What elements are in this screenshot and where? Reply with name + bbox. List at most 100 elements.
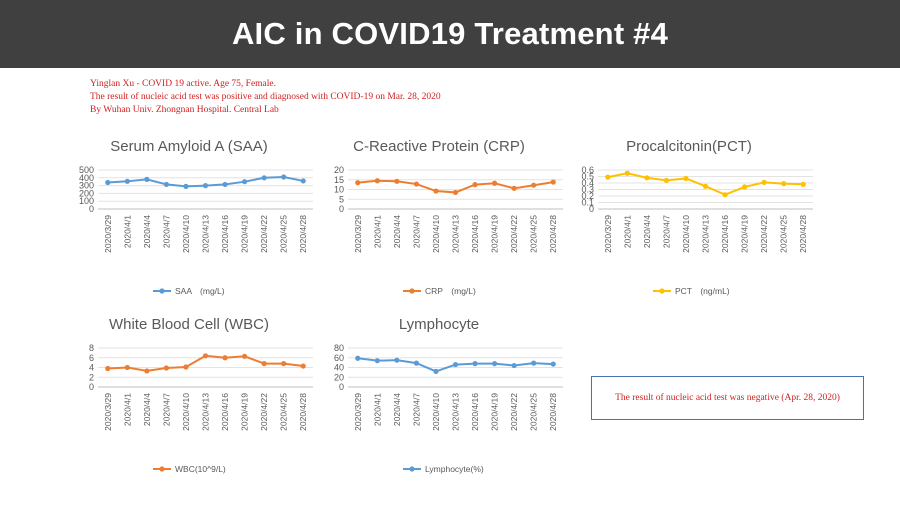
data-point (452, 189, 459, 196)
y-tick-label: 4 (89, 363, 94, 373)
x-tick-label: 2020/4/22 (509, 215, 519, 253)
data-point (511, 185, 517, 191)
x-tick-label: 2020/4/16 (720, 215, 730, 253)
patient-info-line-2: The result of nucleic acid test was posi… (90, 92, 441, 102)
x-tick-label: 2020/4/16 (470, 393, 480, 431)
x-tick-label: 2020/4/1 (622, 215, 632, 248)
x-tick-label: 2020/4/22 (259, 215, 269, 253)
y-tick-label: 15 (334, 175, 344, 185)
y-tick-label: 20 (334, 372, 344, 382)
patient-info: Yinglan Xu - COVID 19 active. Age 75, Fe… (90, 78, 441, 117)
chart-crp: C-Reactive Protein (CRP) 0 5 10 15 20 2020/3/2… (318, 132, 568, 304)
data-point (433, 368, 439, 374)
data-point (222, 181, 228, 188)
y-tick-label: 200 (79, 188, 94, 198)
y-tick-label: 0.4 (581, 178, 594, 188)
x-tick-label: 2020/4/4 (642, 215, 652, 248)
chart-wbc: White Blood Cell (WBC) 0 2 4 6 8 2020/3/29 2020… (68, 310, 318, 482)
legend-label: Lymphocyte(%) (425, 464, 484, 474)
data-point (261, 175, 267, 181)
x-tick-label: 2020/4/7 (411, 393, 421, 426)
x-tick-label: 2020/4/4 (142, 393, 152, 426)
x-tick-label: 2020/4/28 (798, 215, 808, 253)
x-tick-label: 2020/4/28 (298, 393, 308, 431)
legend-marker (409, 466, 415, 472)
data-point (491, 361, 498, 367)
data-point (124, 178, 130, 184)
patient-info-line-3: By Wuhan Univ. Zhongnan Hospital. Centra… (90, 105, 279, 115)
y-tick-label: 60 (334, 353, 344, 363)
x-tick-label: 2020/4/25 (279, 215, 289, 253)
x-tick-label: 2020/4/19 (240, 215, 250, 253)
x-tick-label: 2020/4/10 (431, 393, 441, 431)
data-point (663, 177, 670, 183)
page-title: AIC in COVID19 Treatment #4 (231, 16, 669, 51)
y-tick-label: 10 (334, 185, 344, 195)
x-tick-label: 2020/4/22 (259, 393, 269, 431)
y-tick-label: 0 (339, 204, 344, 214)
data-point (105, 179, 111, 186)
legend-marker (159, 288, 165, 294)
x-tick-label: 2020/4/4 (142, 215, 152, 248)
x-tick-label: 2020/4/25 (529, 393, 539, 431)
y-tick-label: 40 (334, 363, 344, 373)
data-point (394, 178, 400, 184)
y-tick-label: 0 (89, 204, 94, 214)
data-point (605, 174, 611, 180)
y-tick-label: 80 (334, 343, 344, 353)
x-tick-label: 2020/4/28 (548, 215, 558, 253)
x-tick-label: 2020/3/29 (353, 393, 363, 431)
data-point (374, 178, 380, 184)
data-point (183, 364, 189, 370)
x-tick-label: 2020/4/13 (201, 215, 211, 253)
legend-label: SAA (mg/L) (175, 286, 225, 296)
x-tick-label: 2020/4/1 (122, 393, 132, 426)
x-tick-label: 2020/4/7 (161, 215, 171, 248)
data-point (624, 170, 630, 176)
legend-label: CRP (mg/L) (425, 286, 476, 296)
data-point (433, 188, 439, 194)
title-bar: AIC in COVID19 Treatment #4 (0, 0, 900, 68)
x-tick-label: 2020/4/13 (451, 393, 461, 431)
x-tick-label: 2020/4/25 (529, 215, 539, 253)
y-tick-label: 0.6 (581, 165, 594, 175)
x-tick-label: 2020/4/1 (372, 215, 382, 248)
data-point (550, 361, 556, 367)
data-point (300, 178, 306, 184)
legend-marker (659, 288, 665, 294)
y-tick-label: 0 (89, 382, 94, 392)
x-tick-label: 2020/3/29 (603, 215, 613, 253)
x-tick-label: 2020/4/7 (411, 215, 421, 248)
data-point (124, 364, 130, 371)
x-tick-label: 2020/4/4 (392, 393, 402, 426)
data-point (355, 355, 361, 361)
data-point (781, 181, 787, 187)
data-point (281, 361, 287, 367)
result-text: The result of nucleic acid test was nega… (615, 393, 840, 403)
y-tick-label: 0.3 (581, 185, 594, 195)
data-point (202, 183, 209, 189)
data-point (644, 175, 650, 181)
data-point (702, 183, 709, 189)
x-tick-label: 2020/4/19 (740, 215, 750, 253)
x-tick-label: 2020/4/19 (490, 393, 500, 431)
data-point (261, 361, 267, 367)
chart-svg: Procalcitonin(PCT) 00.10.20.30.40.50.6 202… (581, 138, 813, 296)
y-tick-label: 5 (339, 194, 344, 204)
x-tick-label: 2020/4/10 (681, 215, 691, 253)
data-point (300, 363, 306, 369)
data-point (472, 361, 478, 367)
y-tick-label: 500 (79, 165, 94, 175)
data-point (241, 353, 248, 359)
y-tick-label: 100 (79, 196, 94, 206)
x-tick-label: 2020/4/28 (548, 393, 558, 431)
chart-title: C-Reactive Protein (CRP) (353, 138, 525, 155)
x-tick-label: 2020/4/7 (161, 393, 171, 426)
legend-label: PCT (ng/mL) (675, 286, 730, 296)
result-box: The result of nucleic acid test was nega… (591, 376, 864, 420)
data-point (800, 181, 806, 187)
